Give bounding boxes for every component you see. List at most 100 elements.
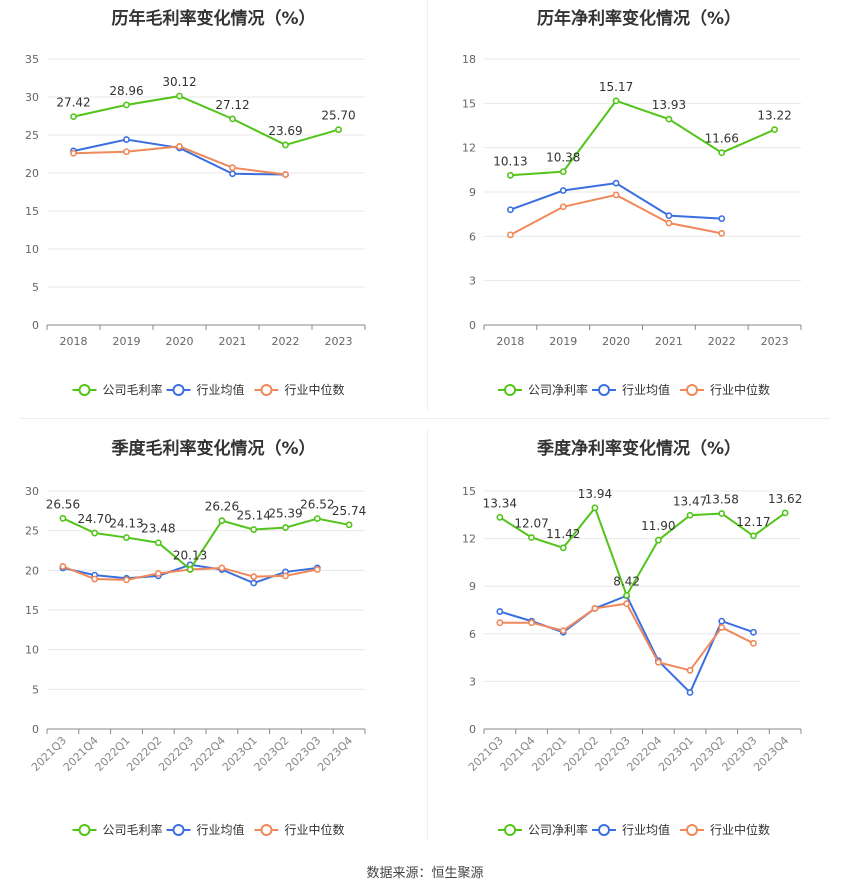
x-tick-label: 2020 <box>602 335 630 348</box>
data-point-median <box>123 576 130 584</box>
legend-label: 行业中位数 <box>285 382 345 397</box>
data-point-company <box>612 97 620 105</box>
y-tick-label: 9 <box>469 580 476 593</box>
data-label: 27.12 <box>215 98 249 112</box>
vertical-divider <box>427 430 428 840</box>
y-tick-label: 6 <box>469 230 476 243</box>
data-label: 15.17 <box>599 80 633 94</box>
x-tick-label: 2023Q4 <box>751 734 791 774</box>
data-point-avg <box>559 187 567 194</box>
y-tick-label: 9 <box>469 186 476 199</box>
data-point-company <box>771 126 778 134</box>
legend-item-avg: 行业均值 <box>166 822 245 837</box>
chart-svg: 0 3 6 9 12 15 18 2018 2019 2020 2021 2022 2023 10.13 1… <box>462 53 802 397</box>
data-label: 23.48 <box>141 522 175 536</box>
y-tick-label: 6 <box>469 628 476 641</box>
data-point-company <box>154 539 162 547</box>
y-tick-label: 3 <box>469 675 476 688</box>
legend-item-company: 公司毛利率 <box>72 382 163 397</box>
series-line-avg <box>499 594 754 695</box>
series-line-avg <box>510 182 722 220</box>
data-label: 8.42 <box>613 574 640 588</box>
data-label: 25.14 <box>237 509 271 523</box>
legend-label: 行业均值 <box>622 822 670 837</box>
data-point-company <box>559 544 567 552</box>
chart-title: 季度净利率变化情况（%） <box>536 439 742 459</box>
data-point-median <box>282 171 289 178</box>
data-point-company <box>282 141 289 149</box>
data-label: 13.22 <box>757 109 791 123</box>
data-point-avg <box>750 628 757 636</box>
data-point-company <box>781 509 789 517</box>
chart-title: 历年毛利率变化情况（%） <box>111 9 316 29</box>
data-point-median <box>282 572 289 580</box>
legend-item-median: 行业中位数 <box>254 382 345 397</box>
y-tick-label: 0 <box>32 723 39 736</box>
legend-marker <box>598 824 610 836</box>
data-point-company <box>313 515 321 523</box>
y-tick-label: 10 <box>25 243 39 256</box>
data-point-median <box>218 564 226 572</box>
legend-marker <box>686 384 698 396</box>
data-point-company <box>665 115 673 123</box>
x-tick-label: 2023Q4 <box>315 734 355 774</box>
data-label: 12.07 <box>514 516 548 530</box>
chart-svg: 0 5 10 15 20 25 30 35 2018 2019 2020 2021 2022 2023 27… <box>25 53 366 397</box>
data-point-median <box>665 219 673 227</box>
data-point-median <box>686 666 694 674</box>
legend-marker <box>504 824 516 836</box>
data-point-median <box>750 639 757 647</box>
y-tick-label: 12 <box>462 533 476 546</box>
data-point-median <box>718 229 726 237</box>
legend-label: 行业中位数 <box>710 382 770 397</box>
data-label: 13.34 <box>483 496 517 510</box>
legend-marker <box>260 824 273 836</box>
data-point-avg <box>250 579 258 587</box>
data-label: 28.96 <box>109 84 143 98</box>
legend-marker <box>78 824 91 836</box>
legend-item-avg: 行业均值 <box>592 382 670 397</box>
legend-marker <box>172 824 185 836</box>
horizontal-divider <box>20 418 830 419</box>
series-line-median <box>509 193 722 236</box>
data-point-company <box>123 101 130 109</box>
data-point-avg <box>507 206 514 214</box>
data-point-avg <box>718 215 726 222</box>
data-label: 10.13 <box>493 154 527 168</box>
data-point-company <box>59 514 67 522</box>
data-point-median <box>591 605 599 612</box>
x-tick-label: 2021 <box>655 335 683 348</box>
data-label: 27.42 <box>56 96 90 110</box>
y-tick-label: 0 <box>469 723 476 736</box>
data-point-company <box>654 536 662 544</box>
vertical-divider <box>427 0 428 410</box>
y-tick-label: 3 <box>469 275 476 288</box>
y-tick-label: 5 <box>32 683 39 696</box>
chart-svg: 036912152021Q32021Q42022Q12022Q22022Q320… <box>462 485 802 837</box>
legend-marker <box>78 384 91 396</box>
y-tick-label: 35 <box>25 53 39 66</box>
x-tick-label: 2020 <box>166 335 194 348</box>
data-point-company <box>559 168 567 176</box>
data-label: 26.26 <box>205 500 239 514</box>
legend-item-median: 行业中位数 <box>254 822 345 837</box>
x-tick-label: 2018 <box>496 335 524 348</box>
x-tick-label: 2023 <box>761 335 789 348</box>
data-point-median <box>154 570 162 577</box>
y-tick-label: 20 <box>25 167 39 180</box>
data-point-median <box>718 624 726 631</box>
legend-label: 行业均值 <box>622 382 670 397</box>
data-point-company <box>218 517 226 525</box>
data-point-company <box>250 526 258 533</box>
legend-item-avg: 行业均值 <box>166 382 245 397</box>
data-label: 10.38 <box>546 151 580 165</box>
chart-panel-annual-net: 历年净利率变化情况（%） 0 3 6 9 12 15 18 2018 2019 2020 2021 2… <box>428 0 850 410</box>
x-tick-label: 2021 <box>219 335 247 348</box>
data-point-company <box>176 92 183 100</box>
data-point-company <box>345 521 353 529</box>
data-point-median <box>313 566 321 573</box>
data-point-company <box>591 504 599 512</box>
data-point-median <box>654 658 662 666</box>
legend-item-company: 公司净利率 <box>498 822 588 837</box>
data-point-company <box>507 171 514 179</box>
